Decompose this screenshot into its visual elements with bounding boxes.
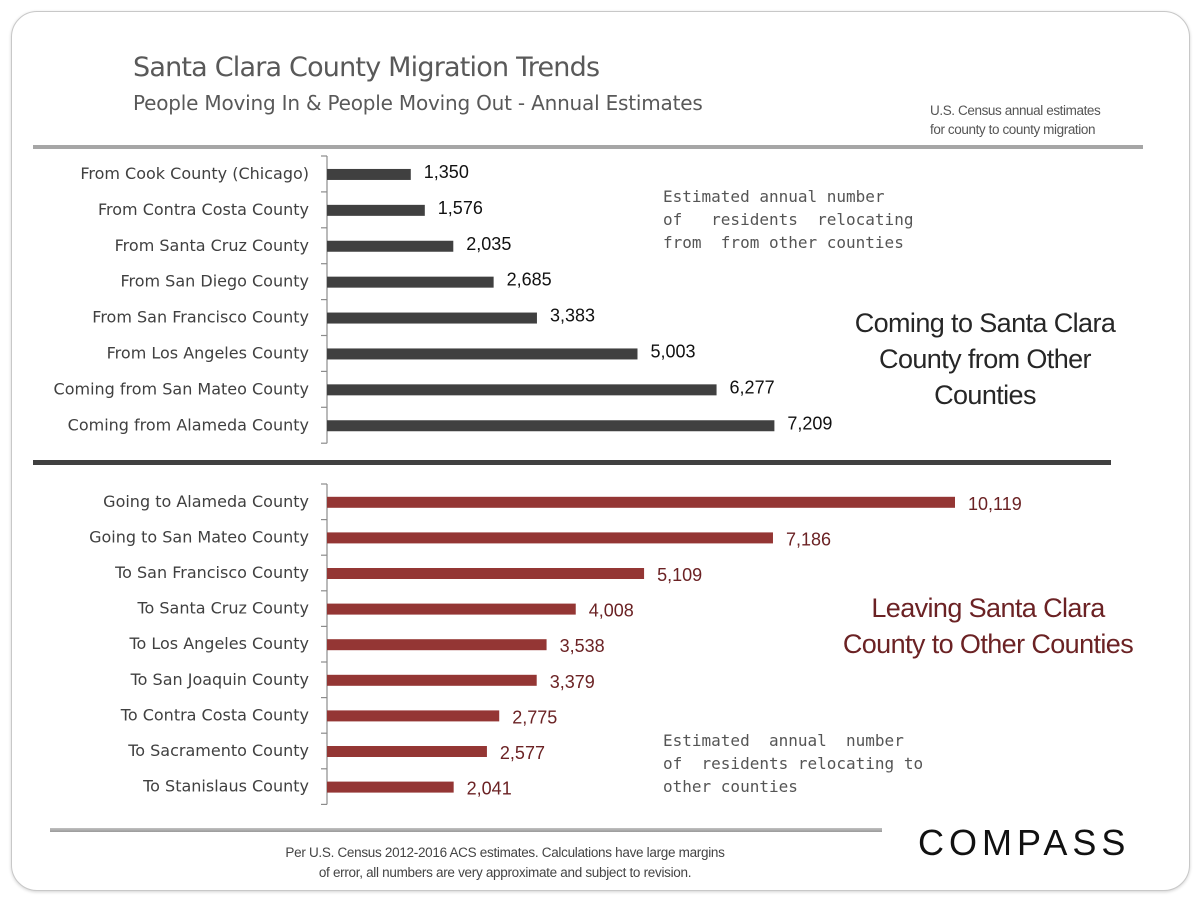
outgoing-bar <box>327 781 454 793</box>
outgoing-category-label: Going to Alameda County <box>103 492 309 511</box>
header-divider <box>33 145 1143 149</box>
outgoing-bars: Going to Alameda County 10,119 Going to Sa… <box>89 492 1022 799</box>
outgoing-bar <box>327 603 576 615</box>
incoming-bar <box>327 384 717 396</box>
incoming-value-label: 3,383 <box>550 306 595 326</box>
outgoing-category-label: To San Joaquin County <box>130 670 309 689</box>
outgoing-bar <box>327 674 537 686</box>
incoming-category-label: From San Diego County <box>120 272 309 291</box>
outgoing-value-label: 3,538 <box>560 636 605 656</box>
incoming-bar <box>327 348 638 360</box>
footer-divider <box>50 828 882 832</box>
footnote: Per U.S. Census 2012-2016 ACS estimates.… <box>180 843 830 883</box>
outgoing-category-label: To Stanislaus County <box>142 777 309 796</box>
outgoing-bar <box>327 568 645 579</box>
incoming-bars: From Cook County (Chicago) 1,350 From Cont… <box>54 162 833 434</box>
footnote-line-1: Per U.S. Census 2012-2016 ACS estimates.… <box>285 845 725 860</box>
incoming-category-label: From Los Angeles County <box>107 343 309 362</box>
incoming-value-label: 5,003 <box>650 341 695 361</box>
outgoing-bar <box>327 710 500 722</box>
incoming-value-label: 2,035 <box>466 234 511 254</box>
outgoing-category-label: To Los Angeles County <box>128 634 309 653</box>
footnote-line-2: of error, all numbers are very approxima… <box>318 865 692 880</box>
outgoing-category-label: Going to San Mateo County <box>89 527 309 546</box>
source-note: U.S. Census annual estimates for county … <box>930 101 1101 139</box>
outgoing-bar <box>327 496 955 508</box>
outgoing-value-label: 2,577 <box>500 743 545 763</box>
incoming-axis <box>321 155 328 444</box>
incoming-category-label: From San Francisco County <box>92 308 309 327</box>
outgoing-axis <box>321 483 328 806</box>
outgoing-category-label: To Sacramento County <box>127 741 309 760</box>
outgoing-section-heading: Leaving Santa Clara County to Other Coun… <box>842 593 1134 659</box>
outgoing-category-label: To Santa Cruz County <box>136 599 309 618</box>
outgoing-value-label: 10,119 <box>968 494 1022 514</box>
outgoing-value-label: 5,109 <box>657 565 702 585</box>
outgoing-category-label: To Contra Costa County <box>120 705 309 724</box>
incoming-bar <box>327 168 411 180</box>
section-divider <box>33 460 1111 465</box>
incoming-category-label: Coming from Alameda County <box>68 415 309 434</box>
chart-title: Santa Clara County Migration Trends <box>133 52 600 83</box>
incoming-category-label: From Santa Cruz County <box>115 236 309 255</box>
source-note-line-2: for county to county migration <box>930 122 1096 137</box>
outgoing-value-label: 2,775 <box>512 707 557 727</box>
outgoing-value-label: 3,379 <box>550 672 595 692</box>
incoming-bar <box>327 204 425 216</box>
incoming-section-heading: Coming to Santa Clara County from Other … <box>854 308 1116 410</box>
compass-logo: COMPASS <box>918 822 1131 863</box>
outgoing-bar <box>327 532 773 544</box>
incoming-value-label: 7,209 <box>787 413 832 433</box>
incoming-value-label: 1,350 <box>424 162 469 182</box>
outgoing-value-label: 4,008 <box>589 601 634 621</box>
incoming-category-label: From Contra Costa County <box>98 200 309 219</box>
incoming-value-label: 6,277 <box>730 377 775 397</box>
incoming-category-label: Coming from San Mateo County <box>54 379 309 398</box>
incoming-value-label: 1,576 <box>438 198 483 218</box>
incoming-bar <box>327 312 537 324</box>
outgoing-value-label: 2,041 <box>467 779 512 799</box>
outgoing-value-label: 7,186 <box>786 529 831 549</box>
incoming-bar <box>327 240 454 252</box>
outgoing-annotation: Estimated annual number of residents rel… <box>663 731 924 796</box>
incoming-bar <box>327 276 494 288</box>
outgoing-bar <box>327 746 487 757</box>
outgoing-bar <box>327 639 547 651</box>
chart-subtitle: People Moving In & People Moving Out - A… <box>133 91 703 115</box>
incoming-annotation: Estimated annual number of residents rel… <box>663 187 914 252</box>
incoming-category-label: From Cook County (Chicago) <box>80 164 309 183</box>
incoming-bar <box>327 420 775 432</box>
source-note-line-1: U.S. Census annual estimates <box>930 103 1101 118</box>
slide-frame <box>11 11 1190 891</box>
outgoing-category-label: To San Francisco County <box>114 563 309 582</box>
incoming-value-label: 2,685 <box>507 270 552 290</box>
